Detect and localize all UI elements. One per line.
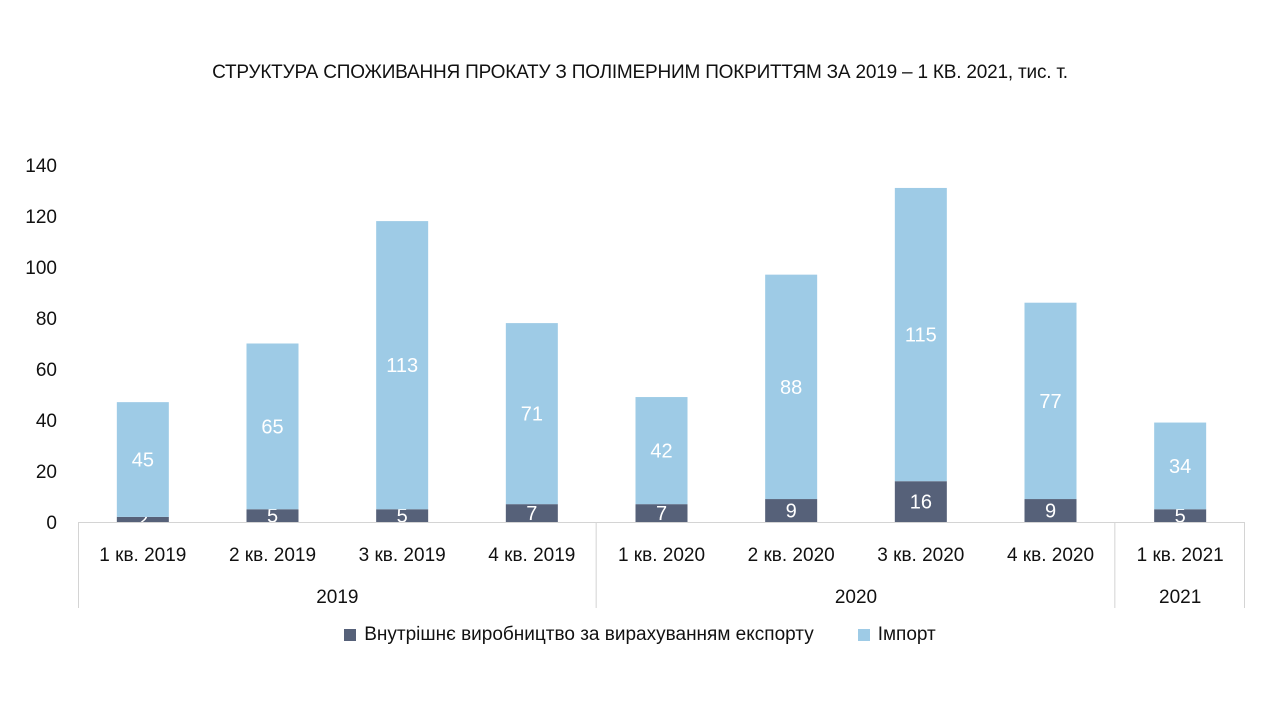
data-label-import: 71 [521, 404, 543, 426]
data-label-import: 45 [132, 450, 154, 472]
x-tick-label: 2 кв. 2020 [748, 545, 835, 566]
x-group-label: 2020 [835, 587, 877, 608]
x-tick-label: 1 кв. 2021 [1137, 545, 1224, 566]
bar-import [116, 402, 169, 517]
x-tick-label: 3 кв. 2019 [359, 545, 446, 566]
bar-import [1024, 302, 1077, 500]
x-tick-label: 3 кв. 2020 [877, 545, 964, 566]
data-label-domestic: 5 [397, 506, 408, 528]
bar-import [1154, 422, 1207, 510]
x-tick-label: 1 кв. 2019 [99, 545, 186, 566]
data-label-import: 34 [1169, 456, 1191, 478]
legend-item-import: Імпорт [857, 624, 936, 646]
data-label-domestic: 2 [137, 509, 148, 531]
legend-label-domestic: Внутрішнє виробництво за вирахуванням ек… [364, 624, 814, 645]
y-tick-label: 140 [25, 156, 57, 177]
bar-import [376, 221, 429, 510]
bar-import [505, 323, 558, 505]
data-label-import: 42 [650, 441, 672, 463]
y-tick-label: 0 [46, 513, 57, 534]
data-label-import: 88 [780, 377, 802, 399]
bar-domestic [376, 509, 429, 522]
bar-domestic [505, 504, 558, 522]
data-label-domestic: 9 [1045, 501, 1056, 523]
x-tick-label: 2 кв. 2019 [229, 545, 316, 566]
legend-label-import: Імпорт [877, 624, 936, 645]
data-label-domestic: 7 [656, 503, 667, 525]
data-label-import: 65 [261, 416, 283, 438]
x-tick-label: 4 кв. 2020 [1007, 545, 1094, 566]
legend-item-domestic: Внутрішнє виробництво за вирахуванням ек… [344, 624, 814, 646]
bar-domestic [635, 504, 688, 522]
data-label-domestic: 16 [910, 492, 932, 514]
chart-title: СТРУКТУРА СПОЖИВАННЯ ПРОКАТУ З ПОЛІМЕРНИ… [212, 62, 1068, 83]
data-label-domestic: 5 [1175, 506, 1186, 528]
bar-import [635, 397, 688, 505]
data-label-import: 115 [905, 325, 937, 347]
bar-domestic [1154, 509, 1207, 522]
data-label-domestic: 5 [267, 506, 278, 528]
x-tick-label: 4 кв. 2019 [488, 545, 575, 566]
bar-import [894, 187, 947, 482]
y-tick-label: 100 [25, 258, 57, 279]
x-group-label: 2021 [1159, 587, 1201, 608]
bar-domestic [1024, 499, 1077, 522]
bar-import [765, 274, 818, 500]
legend-swatch-domestic [344, 629, 357, 641]
data-label-domestic: 9 [786, 501, 797, 523]
data-label-domestic: 7 [526, 503, 537, 525]
y-tick-label: 20 [36, 462, 57, 483]
legend: Внутрішнє виробництво за вирахуванням ек… [0, 624, 1280, 646]
x-group-label: 2019 [316, 587, 358, 608]
data-label-import: 77 [1039, 391, 1061, 413]
bar-domestic [116, 516, 169, 522]
y-tick-label: 40 [36, 411, 57, 432]
legend-swatch-import [857, 629, 870, 641]
bar-import [246, 343, 299, 510]
y-tick-label: 60 [36, 360, 57, 381]
y-tick-label: 120 [25, 207, 57, 228]
bar-domestic [894, 481, 947, 522]
x-tick-label: 1 кв. 2020 [618, 545, 705, 566]
data-label-import: 113 [386, 355, 418, 377]
y-tick-label: 80 [36, 309, 57, 330]
bar-domestic [765, 499, 818, 522]
bar-domestic [246, 509, 299, 522]
